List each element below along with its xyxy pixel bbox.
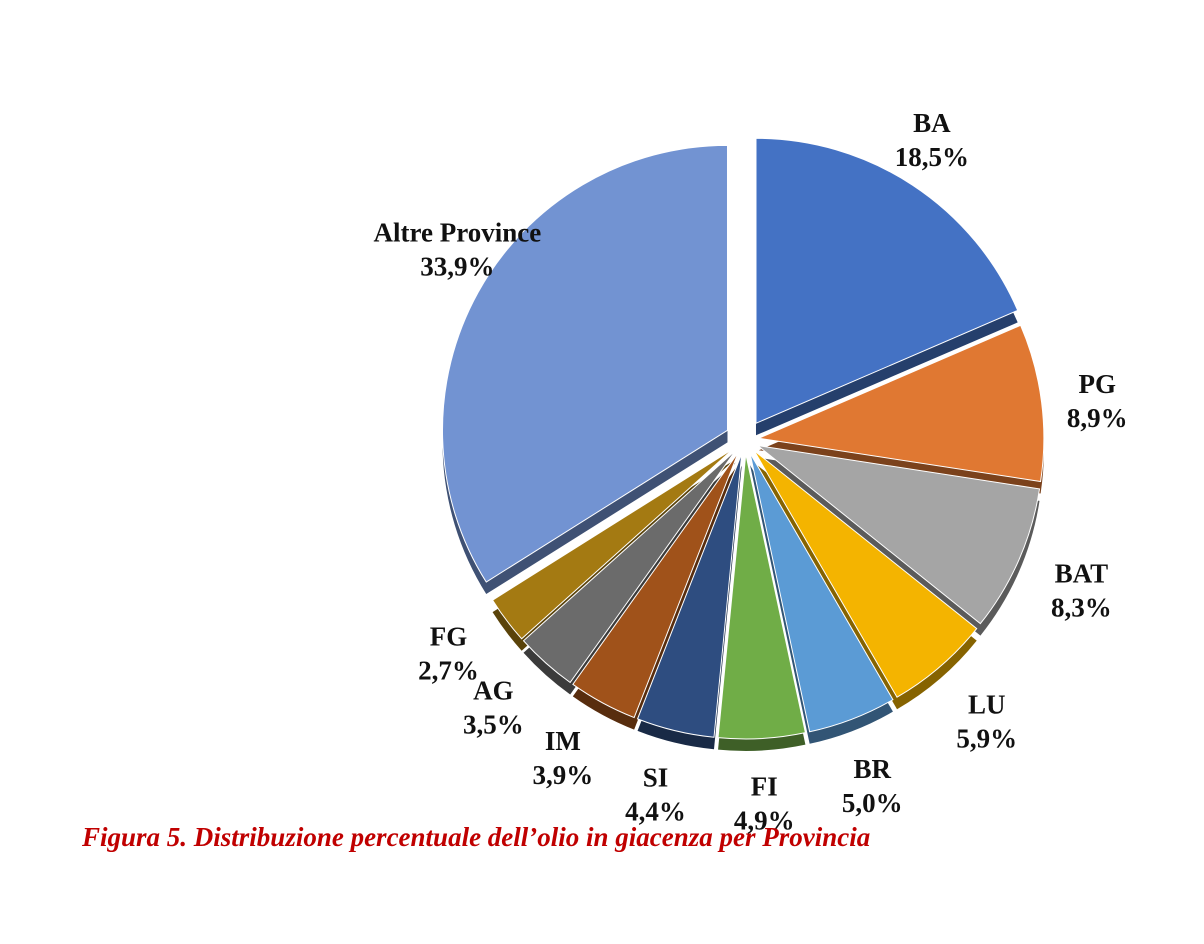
slice-value-lu: 5,9% (956, 724, 1017, 754)
slice-label-fi: FI (751, 771, 778, 801)
slice-value-fg: 2,7% (418, 656, 479, 686)
slice-label-ba: BA (913, 108, 951, 138)
slice-value-altre-province: 33,9% (420, 252, 494, 282)
slice-label-lu: LU (968, 690, 1006, 720)
pie-slice-lu (753, 450, 978, 698)
slice-value-fi: 4,9% (734, 805, 795, 835)
slice-label-ag: AG (473, 675, 514, 705)
pie-slices (442, 137, 1045, 740)
pie-labels: BA 18,5% PG 8,9% BAT 8,3% LU 5,9% BR 5,0% FI 4,9% SI… (374, 108, 1128, 836)
slice-value-ba: 18,5% (895, 142, 969, 172)
pie-slice-pg (757, 324, 1045, 483)
figure-caption: Figura 5. Distribuzione percentuale dell… (82, 822, 871, 852)
slice-value-si: 4,4% (625, 797, 686, 827)
slice-label-altre-province: Altre Province (374, 218, 542, 248)
slice-label-im: IM (545, 726, 581, 756)
pie-slice-bat (756, 444, 1041, 625)
slice-value-br: 5,0% (842, 788, 903, 818)
slice-label-pg: PG (1078, 369, 1116, 399)
slice-label-si: SI (643, 763, 669, 793)
pie-slice-fi (717, 453, 806, 740)
pie-slice-br (749, 452, 894, 733)
slice-value-ag: 3,5% (463, 709, 524, 739)
slice-value-pg: 8,9% (1067, 403, 1128, 433)
pie-slice-fg (491, 448, 735, 640)
pie-slice-si (636, 453, 743, 738)
slice-label-fg: FG (430, 622, 468, 652)
pie-slice-ba (755, 137, 1019, 425)
pie-slice-altre-province (442, 144, 728, 583)
slice-value-im: 3,9% (533, 760, 594, 790)
pie-slice-ag (522, 450, 737, 684)
slice-value-bat: 8,3% (1051, 593, 1112, 623)
pie-slice-im (572, 452, 739, 719)
slice-label-bat: BAT (1055, 559, 1109, 589)
slice-label-br: BR (854, 754, 892, 784)
